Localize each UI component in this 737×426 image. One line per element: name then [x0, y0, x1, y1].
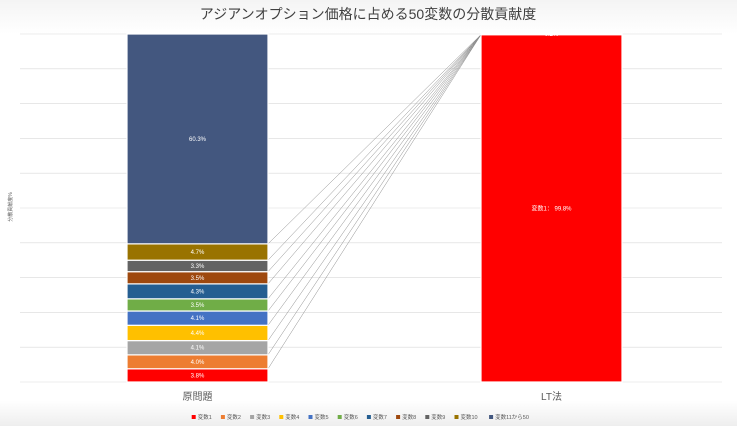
- legend-label: 変数8: [402, 413, 416, 421]
- data-label: 変数1： 99.8%: [531, 204, 572, 212]
- data-label: 4.7%: [191, 250, 205, 256]
- legend-label: 変数9: [431, 413, 445, 421]
- category-labels: 原問題 LT法: [183, 390, 562, 403]
- data-label: 4.0%: [191, 360, 205, 366]
- bars: [126, 33, 623, 383]
- data-label: 0.2%: [545, 32, 559, 38]
- legend-label: 変数1: [198, 413, 212, 421]
- legend-swatch: [489, 415, 494, 419]
- data-label: 3.5%: [191, 303, 205, 309]
- series-line: [267, 34, 482, 245]
- data-label: 4.1%: [191, 316, 205, 322]
- series-line: [267, 34, 482, 272]
- bar-segment: [480, 34, 623, 383]
- legend-swatch: [454, 415, 459, 419]
- bar-segment: [126, 33, 269, 245]
- legend-swatch: [220, 415, 225, 419]
- legend-swatch: [366, 415, 371, 419]
- series-line: [267, 34, 482, 341]
- series-line: [267, 34, 482, 369]
- series-line: [267, 34, 482, 355]
- category-label: 原問題: [183, 391, 213, 403]
- series-connector-lines: [267, 34, 482, 369]
- y-axis-label: 分散貢献度%: [7, 192, 14, 222]
- category-label: LT法: [541, 390, 562, 403]
- legend-label: 変数2: [227, 413, 241, 421]
- legend-swatch: [425, 415, 430, 419]
- legend: 変数1 変数2 変数3 変数4 変数5 変数6 変数7 変数8 変数9 変数10 変数11から50: [191, 413, 529, 421]
- legend-label: 変数3: [256, 413, 270, 421]
- legend-swatch: [279, 415, 284, 419]
- chart-title: アジアンオプション価格に占める50変数の分散貢献度: [200, 6, 536, 22]
- legend-label: 変数4: [285, 413, 299, 421]
- legend-swatch: [337, 415, 342, 419]
- series-line: [267, 34, 482, 285]
- data-label: 3.8%: [191, 373, 205, 379]
- legend-label: 変数5: [315, 413, 329, 421]
- data-label: 3.5%: [191, 276, 205, 282]
- bar-segment: [480, 33, 623, 36]
- data-label: 3.3%: [191, 264, 205, 270]
- legend-swatch: [191, 415, 196, 419]
- data-label: 60.3%: [189, 137, 207, 143]
- legend-label: 変数10: [461, 413, 478, 421]
- data-labels: 3.8% 4.0% 4.1% 4.4% 4.1% 3.5% 4.3% 3.5% 3.3% 4.7%…: [189, 32, 572, 379]
- legend-swatch: [308, 415, 313, 419]
- data-label: 4.4%: [191, 331, 205, 337]
- series-line: [267, 34, 482, 261]
- legend-label: 変数7: [373, 413, 387, 421]
- series-line: [267, 34, 482, 312]
- legend-swatch: [250, 415, 255, 419]
- series-line: [267, 34, 482, 299]
- legend-label: 変数6: [344, 413, 358, 421]
- legend-swatch: [396, 415, 401, 419]
- data-label: 4.3%: [191, 289, 205, 295]
- series-line: [267, 34, 482, 326]
- legend-label: 変数11から50: [495, 413, 529, 421]
- data-label: 4.1%: [191, 346, 205, 352]
